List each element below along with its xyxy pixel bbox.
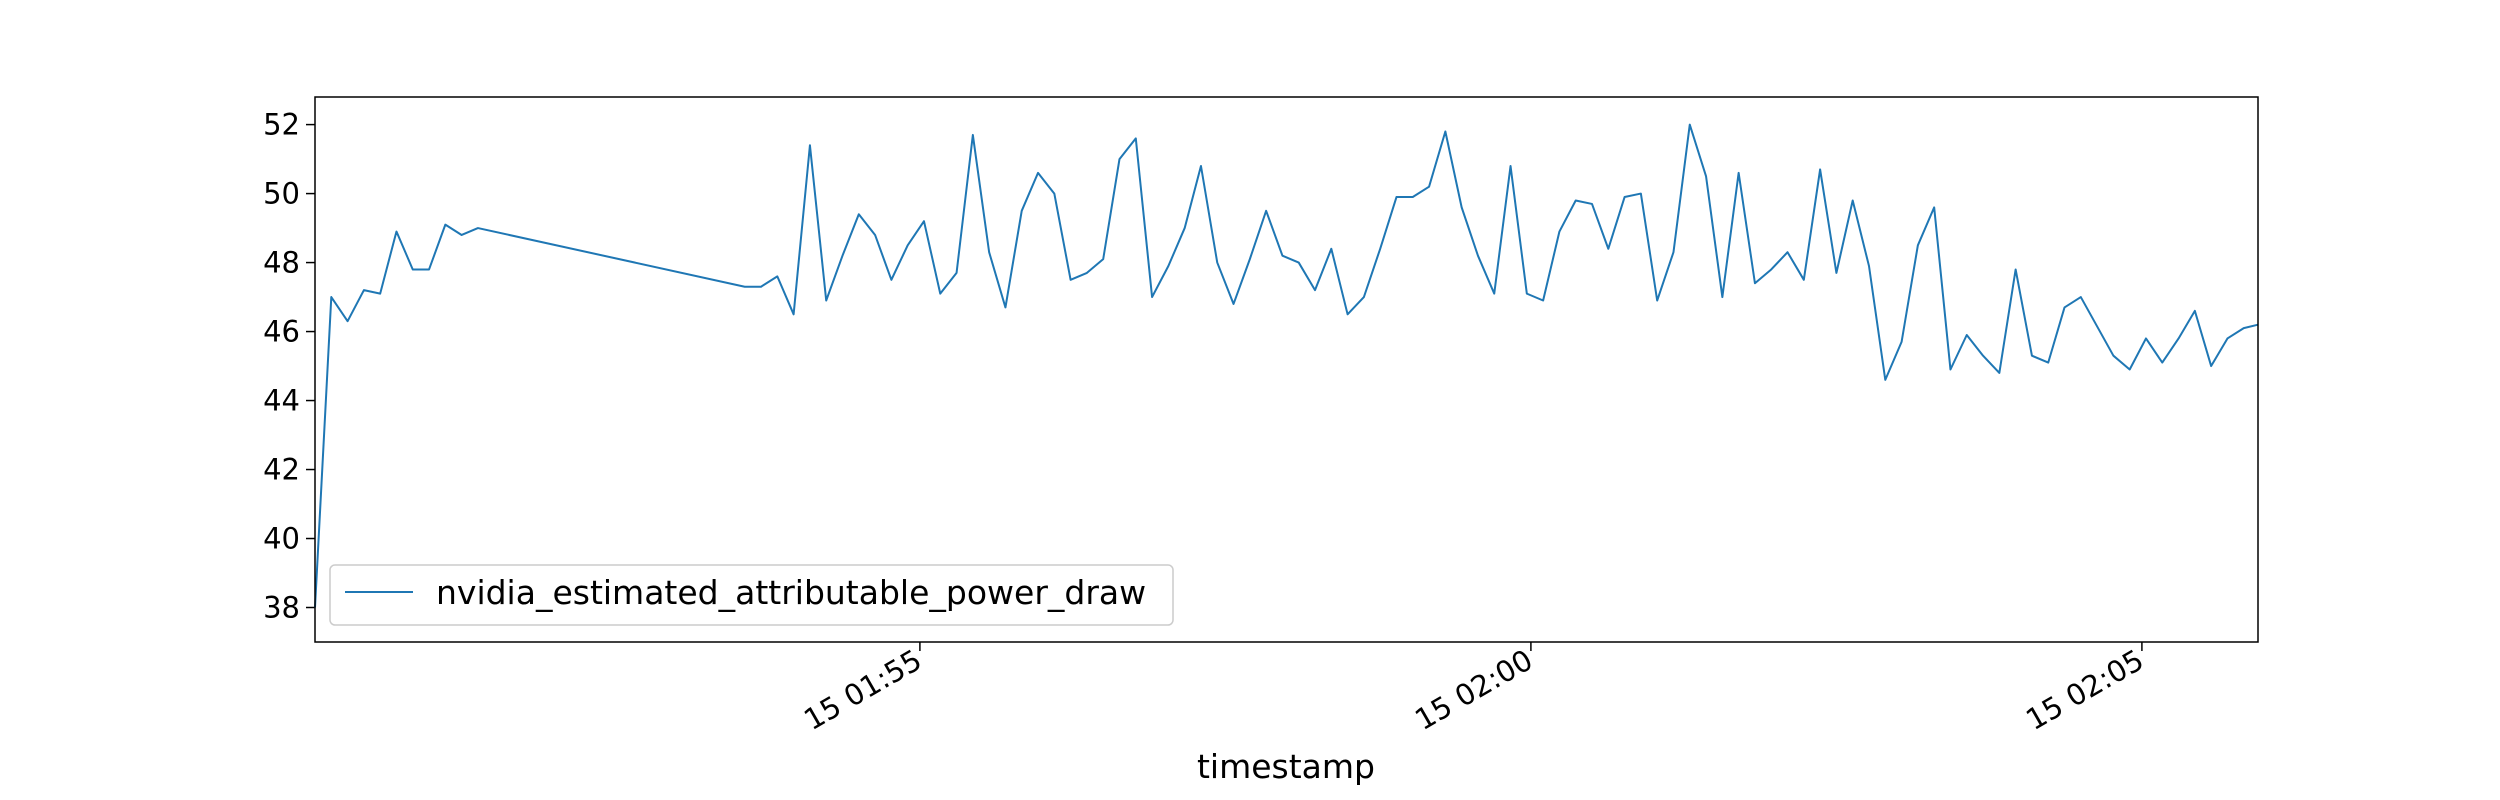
y-tick-label: 42 <box>263 453 300 487</box>
x-tick-label: 15 02:05 <box>2020 643 2149 737</box>
legend-box <box>329 564 1174 626</box>
y-tick-label: 52 <box>263 108 300 142</box>
plot-frame <box>314 96 2259 643</box>
y-tick-label: 46 <box>263 315 300 349</box>
legend: nvidia_estimated_attributable_power_draw <box>329 564 1174 626</box>
legend-label: nvidia_estimated_attributable_power_draw <box>436 573 1146 612</box>
y-tick-label: 44 <box>263 384 300 418</box>
x-axis-ticks: 15 01:55 15 02:00 15 02:05 <box>798 642 2149 737</box>
y-tick-label: 48 <box>263 246 300 280</box>
series-line <box>314 123 2259 608</box>
y-axis-ticks: 38 40 42 44 46 48 50 52 <box>263 108 315 625</box>
x-tick-label: 15 02:00 <box>1409 643 1538 737</box>
y-tick-label: 40 <box>263 522 300 556</box>
x-tick-label: 15 01:55 <box>798 643 927 737</box>
x-axis-label: timestamp <box>1197 747 1375 786</box>
y-tick-label: 50 <box>263 177 300 211</box>
y-tick-label: 38 <box>263 591 300 625</box>
plot-area <box>315 97 2258 642</box>
